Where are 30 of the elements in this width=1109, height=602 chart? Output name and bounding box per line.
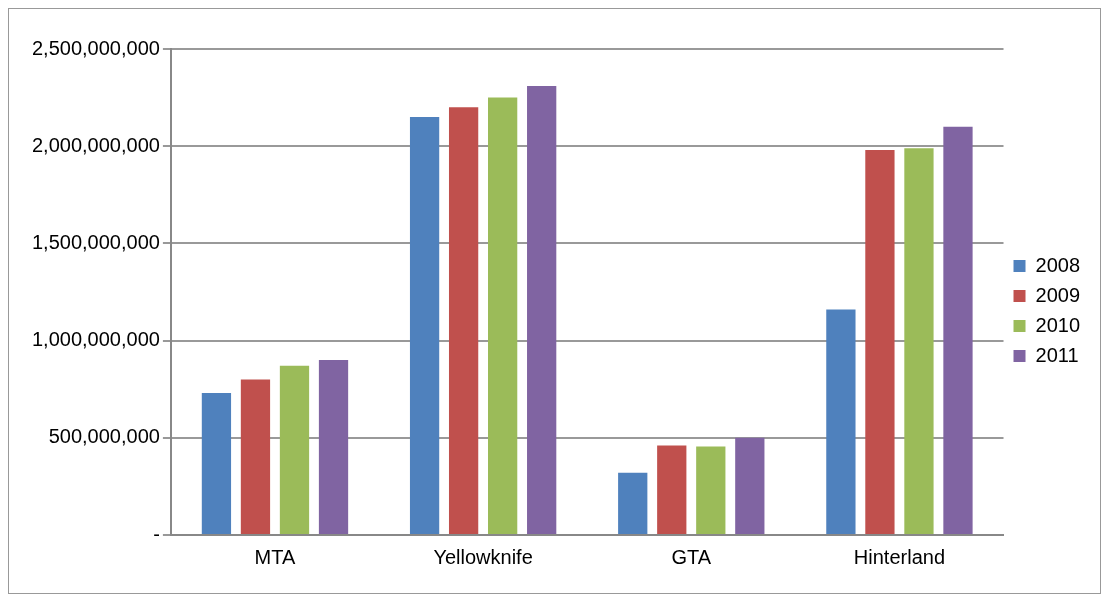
bar	[279, 365, 310, 534]
bar	[618, 472, 648, 534]
y-tick-label: 1,000,000,000	[31, 328, 160, 351]
legend-label: 2010	[1035, 313, 1081, 336]
legend-label: 2011	[1035, 343, 1079, 366]
bar	[409, 117, 440, 534]
bar	[657, 445, 687, 534]
y-tick-label: -	[153, 522, 160, 545]
x-tick-label: Hinterland	[853, 545, 946, 568]
bar	[696, 446, 726, 534]
bar	[735, 437, 765, 534]
y-tick-label: 2,000,000,000	[31, 133, 160, 156]
bar	[865, 150, 895, 534]
y-tick-label: 2,500,000,000	[31, 36, 160, 59]
x-tick-label: GTA	[671, 545, 712, 568]
legend-label: 2008	[1035, 253, 1081, 276]
x-tick-label: MTA	[254, 545, 296, 568]
bar	[904, 148, 934, 534]
bar	[527, 85, 557, 534]
legend-label: 2009	[1035, 283, 1081, 306]
bar	[943, 126, 973, 534]
bar	[318, 360, 349, 534]
bar	[448, 107, 479, 534]
bar	[488, 97, 518, 534]
y-tick-label: 500,000,000	[48, 425, 160, 448]
x-tick-label: Yellowknife	[433, 545, 533, 568]
bar	[240, 379, 271, 534]
bar	[826, 309, 856, 534]
bar	[201, 393, 232, 534]
y-tick-label: 1,500,000,000	[31, 230, 160, 253]
